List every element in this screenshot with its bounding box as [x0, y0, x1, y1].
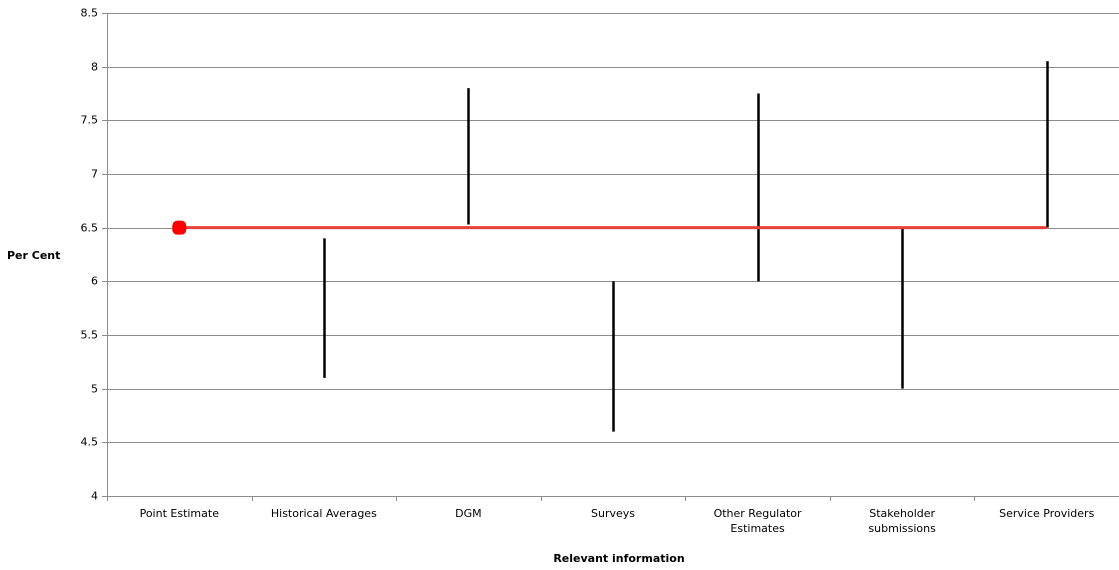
y-tick-label: 7.5: [81, 114, 99, 127]
y-tick-label: 5: [91, 383, 98, 396]
y-tick-label: 4.5: [81, 436, 99, 449]
y-tick-label: 8: [91, 61, 98, 74]
y-tick-labels: 4 4.5 5 5.5 6 6.5 7 7.5 8 8.5: [81, 7, 99, 503]
y-tick-label: 4: [91, 490, 98, 503]
y-tick-label: 7: [91, 168, 98, 181]
x-tick-label: Surveys: [591, 507, 635, 520]
x-tick-labels: Point Estimate Historical Averages DGM Surv…: [140, 507, 1095, 535]
axes: [102, 13, 1119, 501]
x-tick-label: Historical Averages: [271, 507, 377, 520]
x-tick-label: Service Providers: [999, 507, 1094, 520]
x-tick-label: Other Regulator Estimates: [714, 507, 802, 535]
x-axis-label: Relevant information: [553, 552, 684, 565]
x-tick-label: DGM: [455, 507, 482, 520]
range-bars: [323, 61, 1049, 432]
y-tick-label: 6: [91, 275, 98, 288]
point-estimate-marker: [172, 220, 187, 235]
x-tick-label: Point Estimate: [140, 507, 220, 520]
y-tick-label: 6.5: [81, 222, 99, 235]
x-tick-label: Stakeholder submissions: [868, 507, 936, 535]
reference-line-layer: [172, 220, 1047, 235]
y-tick-label: 5.5: [81, 329, 99, 342]
y-tick-label: 8.5: [81, 7, 99, 20]
y-axis-label: Per Cent: [7, 249, 60, 262]
